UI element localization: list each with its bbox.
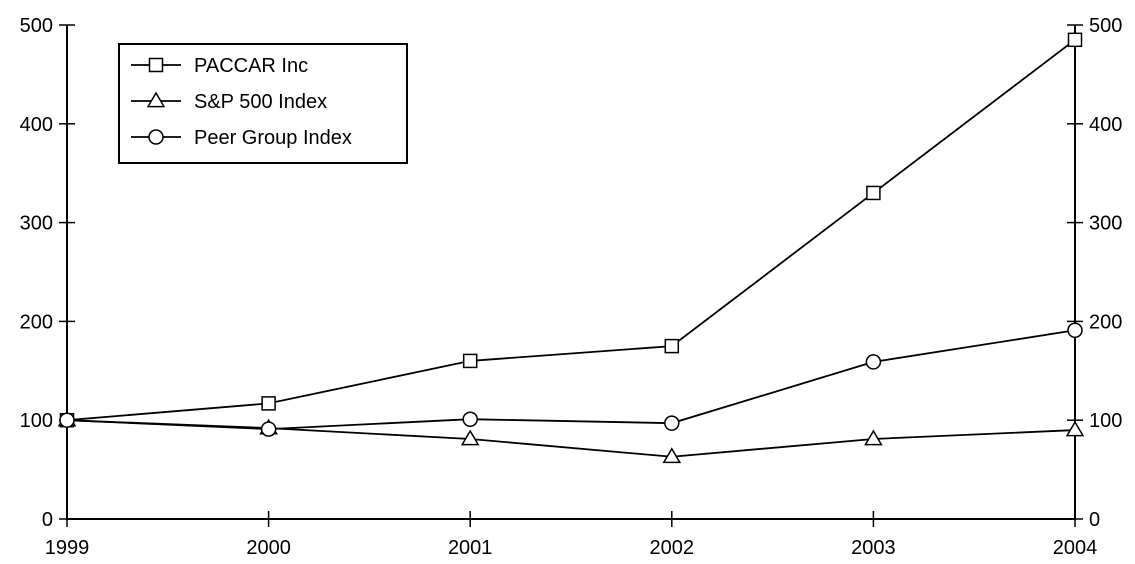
data-point-triangle bbox=[1065, 420, 1085, 437]
data-point-square bbox=[1067, 32, 1083, 48]
data-point-circle bbox=[865, 354, 882, 370]
data-point-circle bbox=[260, 421, 277, 437]
series-circle bbox=[59, 322, 1083, 437]
data-point-triangle bbox=[460, 429, 480, 446]
x-tick-label: 2002 bbox=[650, 537, 695, 559]
legend-box bbox=[118, 43, 408, 164]
y-tick-label-left: 100 bbox=[20, 410, 53, 432]
y-tick-label-right: 300 bbox=[1089, 213, 1122, 235]
y-tick-label-left: 400 bbox=[20, 114, 53, 136]
data-point-circle bbox=[462, 411, 478, 427]
legend-marker-circle bbox=[148, 129, 164, 145]
x-tick-label: 1999 bbox=[45, 537, 90, 559]
data-point-square bbox=[664, 338, 680, 354]
y-tick-label-right: 0 bbox=[1089, 509, 1100, 531]
y-tick-label-left: 200 bbox=[20, 311, 53, 333]
y-tick-label-right: 100 bbox=[1089, 410, 1122, 432]
legend-label: S&P 500 Index bbox=[194, 91, 327, 113]
data-point-circle bbox=[59, 412, 75, 428]
y-tick-label-right: 400 bbox=[1089, 114, 1122, 136]
y-tick-label-left: 300 bbox=[20, 213, 53, 235]
data-point-circle bbox=[664, 415, 680, 431]
data-point-circle bbox=[1067, 322, 1083, 339]
data-point-square bbox=[462, 353, 478, 369]
data-point-square bbox=[866, 185, 881, 201]
series-line bbox=[66, 419, 1076, 458]
legend-label: PACCAR Inc bbox=[194, 55, 308, 77]
series-line bbox=[66, 39, 1076, 422]
x-tick-label: 2003 bbox=[851, 537, 896, 559]
y-tick-label-right: 200 bbox=[1089, 311, 1122, 333]
data-point-triangle bbox=[662, 447, 682, 464]
y-tick-label-left: 0 bbox=[42, 509, 53, 531]
data-point-square bbox=[261, 396, 276, 411]
legend-marker-triangle bbox=[146, 91, 166, 108]
x-tick-label: 2000 bbox=[246, 537, 291, 559]
axes: 0 0 100 100 200 200 300 300 400 400 500 500 1999 2000… bbox=[20, 15, 1123, 559]
y-tick-label-right: 500 bbox=[1089, 15, 1122, 37]
legend-label: Peer Group Index bbox=[194, 127, 352, 149]
series-triangle bbox=[57, 410, 1085, 464]
legend-marker-square bbox=[148, 57, 164, 73]
series-layer bbox=[57, 32, 1085, 464]
x-tick-label: 2001 bbox=[448, 537, 493, 559]
legend: PACCAR Inc S&P 500 Index Peer Group Index bbox=[118, 43, 408, 164]
data-point-triangle bbox=[864, 429, 883, 446]
y-tick-label-left: 500 bbox=[20, 15, 53, 37]
x-tick-label: 2004 bbox=[1053, 537, 1098, 559]
series-line bbox=[66, 329, 1076, 430]
